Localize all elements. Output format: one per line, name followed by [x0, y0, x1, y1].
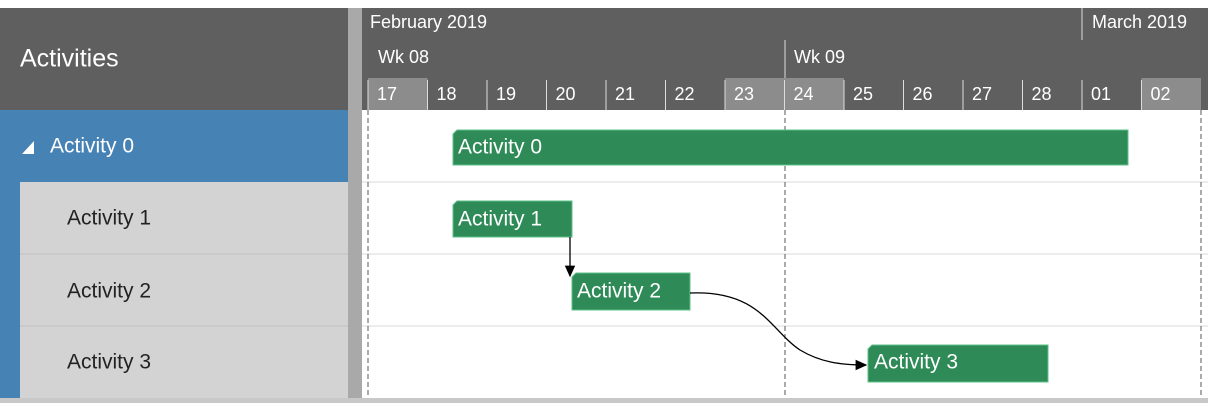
row-label[interactable]: Activity 0 — [50, 135, 134, 158]
day-cell — [606, 78, 666, 110]
day-label: 17 — [377, 84, 397, 104]
day-cell — [844, 78, 904, 110]
week-label: Wk 08 — [378, 47, 429, 67]
row-label[interactable]: Activity 1 — [67, 207, 151, 230]
bar-label: Activity 3 — [874, 351, 958, 374]
day-label: 02 — [1151, 84, 1171, 104]
bottom-border — [0, 398, 1208, 403]
day-cell — [784, 78, 844, 110]
day-label: 23 — [734, 84, 754, 104]
row-selected[interactable] — [0, 110, 348, 182]
day-cell — [546, 78, 606, 110]
day-cell — [963, 78, 1023, 110]
day-label: 26 — [913, 84, 933, 104]
day-label: 01 — [1091, 84, 1111, 104]
day-label: 24 — [794, 84, 814, 104]
month-label: March 2019 — [1092, 12, 1187, 32]
day-cell — [427, 78, 487, 110]
day-label: 28 — [1032, 84, 1052, 104]
collapse-toggle[interactable] — [22, 141, 34, 154]
day-cell — [487, 78, 547, 110]
task-bar[interactable] — [452, 129, 1129, 166]
day-cell — [903, 78, 963, 110]
dependency-link[interactable] — [689, 292, 868, 371]
bar-label: Activity 2 — [577, 280, 661, 303]
child-rows — [20, 182, 348, 398]
day-cell — [725, 78, 785, 110]
day-label: 21 — [615, 84, 635, 104]
splitter[interactable] — [348, 8, 362, 403]
day-cell — [368, 78, 428, 110]
day-label: 22 — [675, 84, 695, 104]
day-cell — [1141, 78, 1201, 110]
day-label: 19 — [496, 84, 516, 104]
week-label: Wk 09 — [794, 47, 845, 67]
day-cell — [1022, 78, 1082, 110]
task-bar[interactable] — [867, 344, 1049, 383]
row-label[interactable]: Activity 2 — [67, 280, 151, 303]
day-label: 20 — [556, 84, 576, 104]
day-cell — [1082, 78, 1142, 110]
grid-title: Activities — [20, 45, 119, 73]
row-indent — [0, 182, 20, 398]
day-cell — [665, 78, 725, 110]
grid-header — [0, 8, 348, 110]
bar-label: Activity 0 — [458, 136, 542, 159]
day-label: 25 — [853, 84, 873, 104]
month-label: February 2019 — [370, 12, 487, 32]
day-label: 18 — [437, 84, 457, 104]
row-label[interactable]: Activity 3 — [67, 351, 151, 374]
task-bar[interactable] — [452, 200, 573, 238]
bar-label: Activity 1 — [458, 208, 542, 231]
day-label: 27 — [972, 84, 992, 104]
task-bar[interactable] — [571, 272, 691, 311]
